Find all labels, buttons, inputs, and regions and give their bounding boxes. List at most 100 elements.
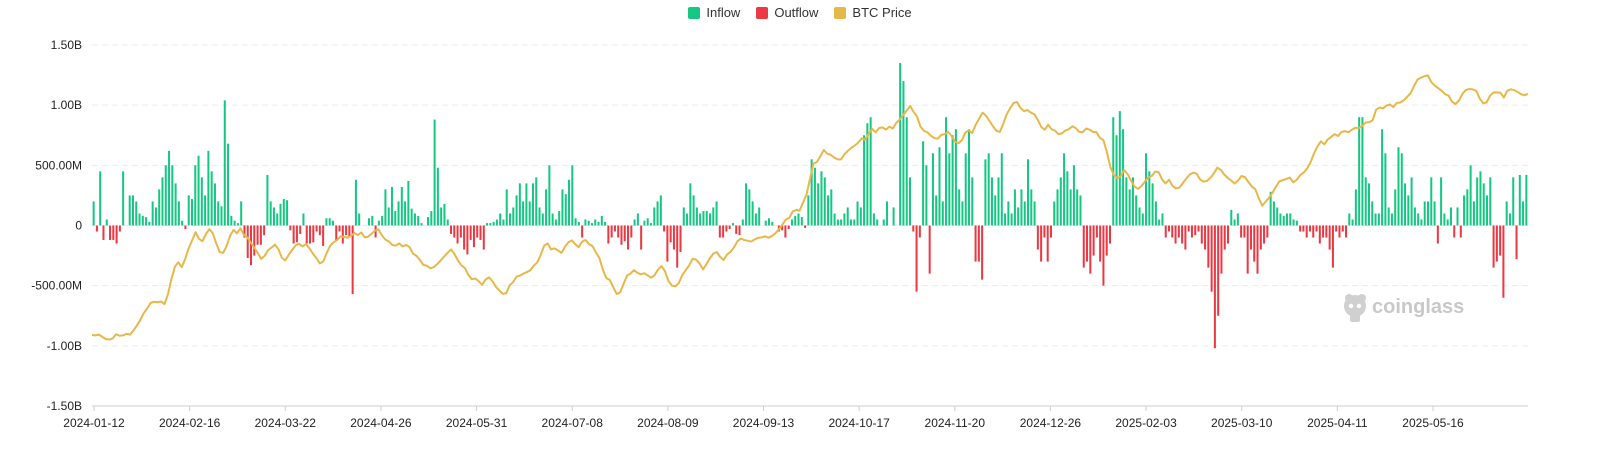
- outflow-bar: [1082, 225, 1085, 268]
- inflow-bar: [1007, 201, 1010, 226]
- outflow-bar: [1190, 225, 1193, 238]
- inflow-bar: [168, 150, 171, 226]
- inflow-bar: [528, 201, 531, 226]
- outflow-bar: [1259, 225, 1262, 250]
- line-layer: [91, 74, 1529, 341]
- inflow-bar: [1122, 129, 1125, 226]
- outflow-bar: [1312, 225, 1315, 238]
- inflow-bar: [1404, 183, 1407, 226]
- outflow-bar: [335, 225, 338, 240]
- outflow-bar: [1092, 225, 1095, 256]
- outflow-bar: [1227, 225, 1230, 244]
- inflow-bar: [269, 201, 272, 226]
- outflow-bar: [1171, 225, 1174, 238]
- inflow-bar: [331, 220, 334, 226]
- outflow-bar: [295, 225, 298, 243]
- inflow-bar: [105, 219, 108, 226]
- inflow-bar: [1361, 117, 1364, 226]
- outflow-bar: [1089, 225, 1092, 274]
- outflow-bar: [1256, 225, 1259, 274]
- inflow-bar: [682, 207, 685, 226]
- inflow-bar: [731, 223, 734, 226]
- inflow-bar: [161, 177, 164, 226]
- outflow-bar: [1246, 225, 1249, 274]
- inflow-bar: [643, 220, 646, 226]
- outflow-bar: [1204, 225, 1207, 250]
- inflow-bar: [1131, 177, 1134, 226]
- outflow-bar: [1177, 225, 1180, 238]
- outflow-bar: [728, 225, 731, 230]
- inflow-bar: [754, 213, 757, 226]
- inflow-bar: [1236, 213, 1239, 226]
- inflow-bar: [407, 180, 410, 226]
- outflow-bar: [1184, 225, 1187, 250]
- inflow-bar: [413, 213, 416, 226]
- x-tick-label: 2024-09-13: [733, 416, 795, 430]
- outflow-bar: [476, 225, 479, 238]
- inflow-bar: [1141, 213, 1144, 226]
- inflow-bar: [1413, 207, 1416, 226]
- outflow-bar: [620, 225, 623, 245]
- coinglass-logo-icon: [1344, 294, 1366, 322]
- inflow-bar: [869, 117, 872, 226]
- outflow-bar: [1453, 225, 1456, 238]
- outflow-bar: [915, 225, 918, 292]
- inflow-bar: [1030, 189, 1033, 226]
- chart-legend: Inflow Outflow BTC Price: [0, 5, 1600, 20]
- inflow-bar: [1269, 191, 1272, 226]
- inflow-bar: [1486, 195, 1489, 226]
- inflow-bar: [1233, 219, 1236, 226]
- outflow-bar: [669, 225, 672, 243]
- outflow-bar: [1243, 225, 1246, 238]
- inflow-bar: [436, 167, 439, 226]
- inflow-bar: [1482, 183, 1485, 226]
- legend-item-outflow[interactable]: Outflow: [756, 5, 818, 20]
- inflow-bar: [122, 171, 125, 226]
- outflow-bar: [623, 225, 626, 242]
- outflow-bar: [1174, 225, 1177, 244]
- outflow-bar: [315, 225, 318, 232]
- inflow-bar: [846, 207, 849, 226]
- outflow-bar: [118, 225, 121, 232]
- outflow-bar: [249, 225, 253, 266]
- inflow-bar: [531, 183, 534, 226]
- inflow-bar: [922, 141, 925, 226]
- inflow-bar: [535, 177, 538, 226]
- inflow-bar: [902, 81, 905, 226]
- inflow-bar: [207, 150, 210, 226]
- inflow-bar: [492, 221, 495, 226]
- inflow-bar: [1135, 195, 1138, 226]
- inflow-bar: [958, 189, 961, 226]
- inflow-bar: [686, 213, 689, 226]
- inflow-bar: [1367, 183, 1370, 226]
- inflow-bar: [695, 207, 698, 226]
- outflow-bar: [109, 225, 112, 240]
- outflow-bar: [784, 225, 787, 238]
- outflow-bar: [1095, 225, 1098, 238]
- inflow-bar: [1145, 153, 1148, 226]
- inflow-bar: [417, 215, 420, 226]
- inflow-bar: [800, 217, 803, 226]
- watermark: coinglass: [1344, 294, 1464, 322]
- outflow-bar: [1263, 225, 1266, 244]
- outflow-bar: [253, 225, 256, 256]
- inflow-bar: [938, 147, 941, 226]
- inflow-bar: [633, 219, 636, 226]
- inflow-bar: [571, 165, 574, 226]
- inflow-bar: [148, 221, 151, 226]
- outflow-bar: [1181, 225, 1184, 244]
- outflow-bar: [981, 225, 984, 280]
- legend-item-inflow[interactable]: Inflow: [688, 5, 740, 20]
- inflow-bar: [384, 189, 387, 226]
- x-tick-label: 2024-11-20: [925, 416, 986, 430]
- inflow-bar: [1440, 177, 1443, 226]
- inflow-bar: [92, 201, 95, 226]
- inflow-bar: [381, 215, 384, 226]
- inflow-bar: [1230, 209, 1233, 226]
- outflow-bar: [1502, 225, 1505, 298]
- inflow-bar: [1417, 213, 1420, 226]
- inflow-bar: [843, 213, 846, 226]
- inflow-bar: [1364, 177, 1367, 226]
- outflow-bar: [1223, 225, 1226, 250]
- legend-item-btc-price[interactable]: BTC Price: [834, 5, 912, 20]
